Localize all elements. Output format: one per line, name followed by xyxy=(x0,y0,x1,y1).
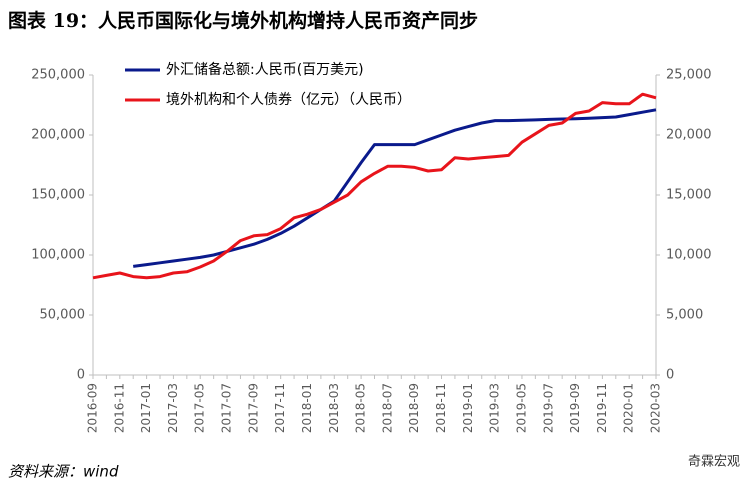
x-tick-label: 2017-11 xyxy=(273,383,287,433)
legend-label: 境外机构和个人债券（亿元）（人民币） xyxy=(166,92,411,108)
tick-label: 0 xyxy=(666,368,674,383)
x-tick-label: 2019-01 xyxy=(461,383,475,433)
tick-label: 50,000 xyxy=(40,308,86,323)
x-tick-label: 2016-11 xyxy=(112,383,126,433)
line-series xyxy=(133,108,657,268)
x-tick-label: 2019-09 xyxy=(568,383,582,433)
x-tick-label: 2018-11 xyxy=(434,383,448,433)
x-tick-label: 2019-03 xyxy=(488,383,502,433)
x-tick-label: 2017-09 xyxy=(246,383,260,433)
x-tick-label: 2018-07 xyxy=(380,383,394,433)
x-tick-label: 2019-11 xyxy=(595,383,609,433)
x-tick-label: 2018-03 xyxy=(327,383,341,433)
x-tick-label: 2017-03 xyxy=(166,383,180,433)
tick-label: 150,000 xyxy=(31,188,85,203)
x-tick-label: 2019-07 xyxy=(541,383,555,433)
watermark: 奇霖宏观 xyxy=(688,454,740,470)
tick-label: 100,000 xyxy=(31,248,85,263)
x-tick-label: 2017-07 xyxy=(220,383,234,433)
tick-label: 10,000 xyxy=(666,248,712,263)
chart-title: 图表 19：人民币国际化与境外机构增持人民币资产同步 xyxy=(8,9,478,32)
x-tick-label: 2020-01 xyxy=(622,383,636,433)
tick-label: 200,000 xyxy=(31,128,85,143)
x-tick-label: 2019-05 xyxy=(514,383,528,433)
x-tick-label: 2018-09 xyxy=(407,383,421,433)
tick-label: 0 xyxy=(77,368,85,383)
tick-label: 250,000 xyxy=(31,68,85,83)
legend-label: 外汇储备总额:人民币(百万美元) xyxy=(166,61,364,78)
x-tick-label: 2020-03 xyxy=(649,383,663,433)
source: 资料来源：wind xyxy=(8,463,119,481)
tick-label: 5,000 xyxy=(666,308,703,323)
tick-label: 15,000 xyxy=(666,188,712,203)
x-tick-label: 2017-05 xyxy=(193,383,207,433)
tick-label: 25,000 xyxy=(666,68,712,83)
x-tick-label: 2018-05 xyxy=(354,383,368,433)
x-tick-label: 2018-01 xyxy=(300,383,314,433)
line-series xyxy=(92,92,657,280)
tick-label: 20,000 xyxy=(666,128,712,143)
x-tick-label: 2017-01 xyxy=(139,383,153,433)
x-tick-label: 2016-09 xyxy=(86,383,100,433)
